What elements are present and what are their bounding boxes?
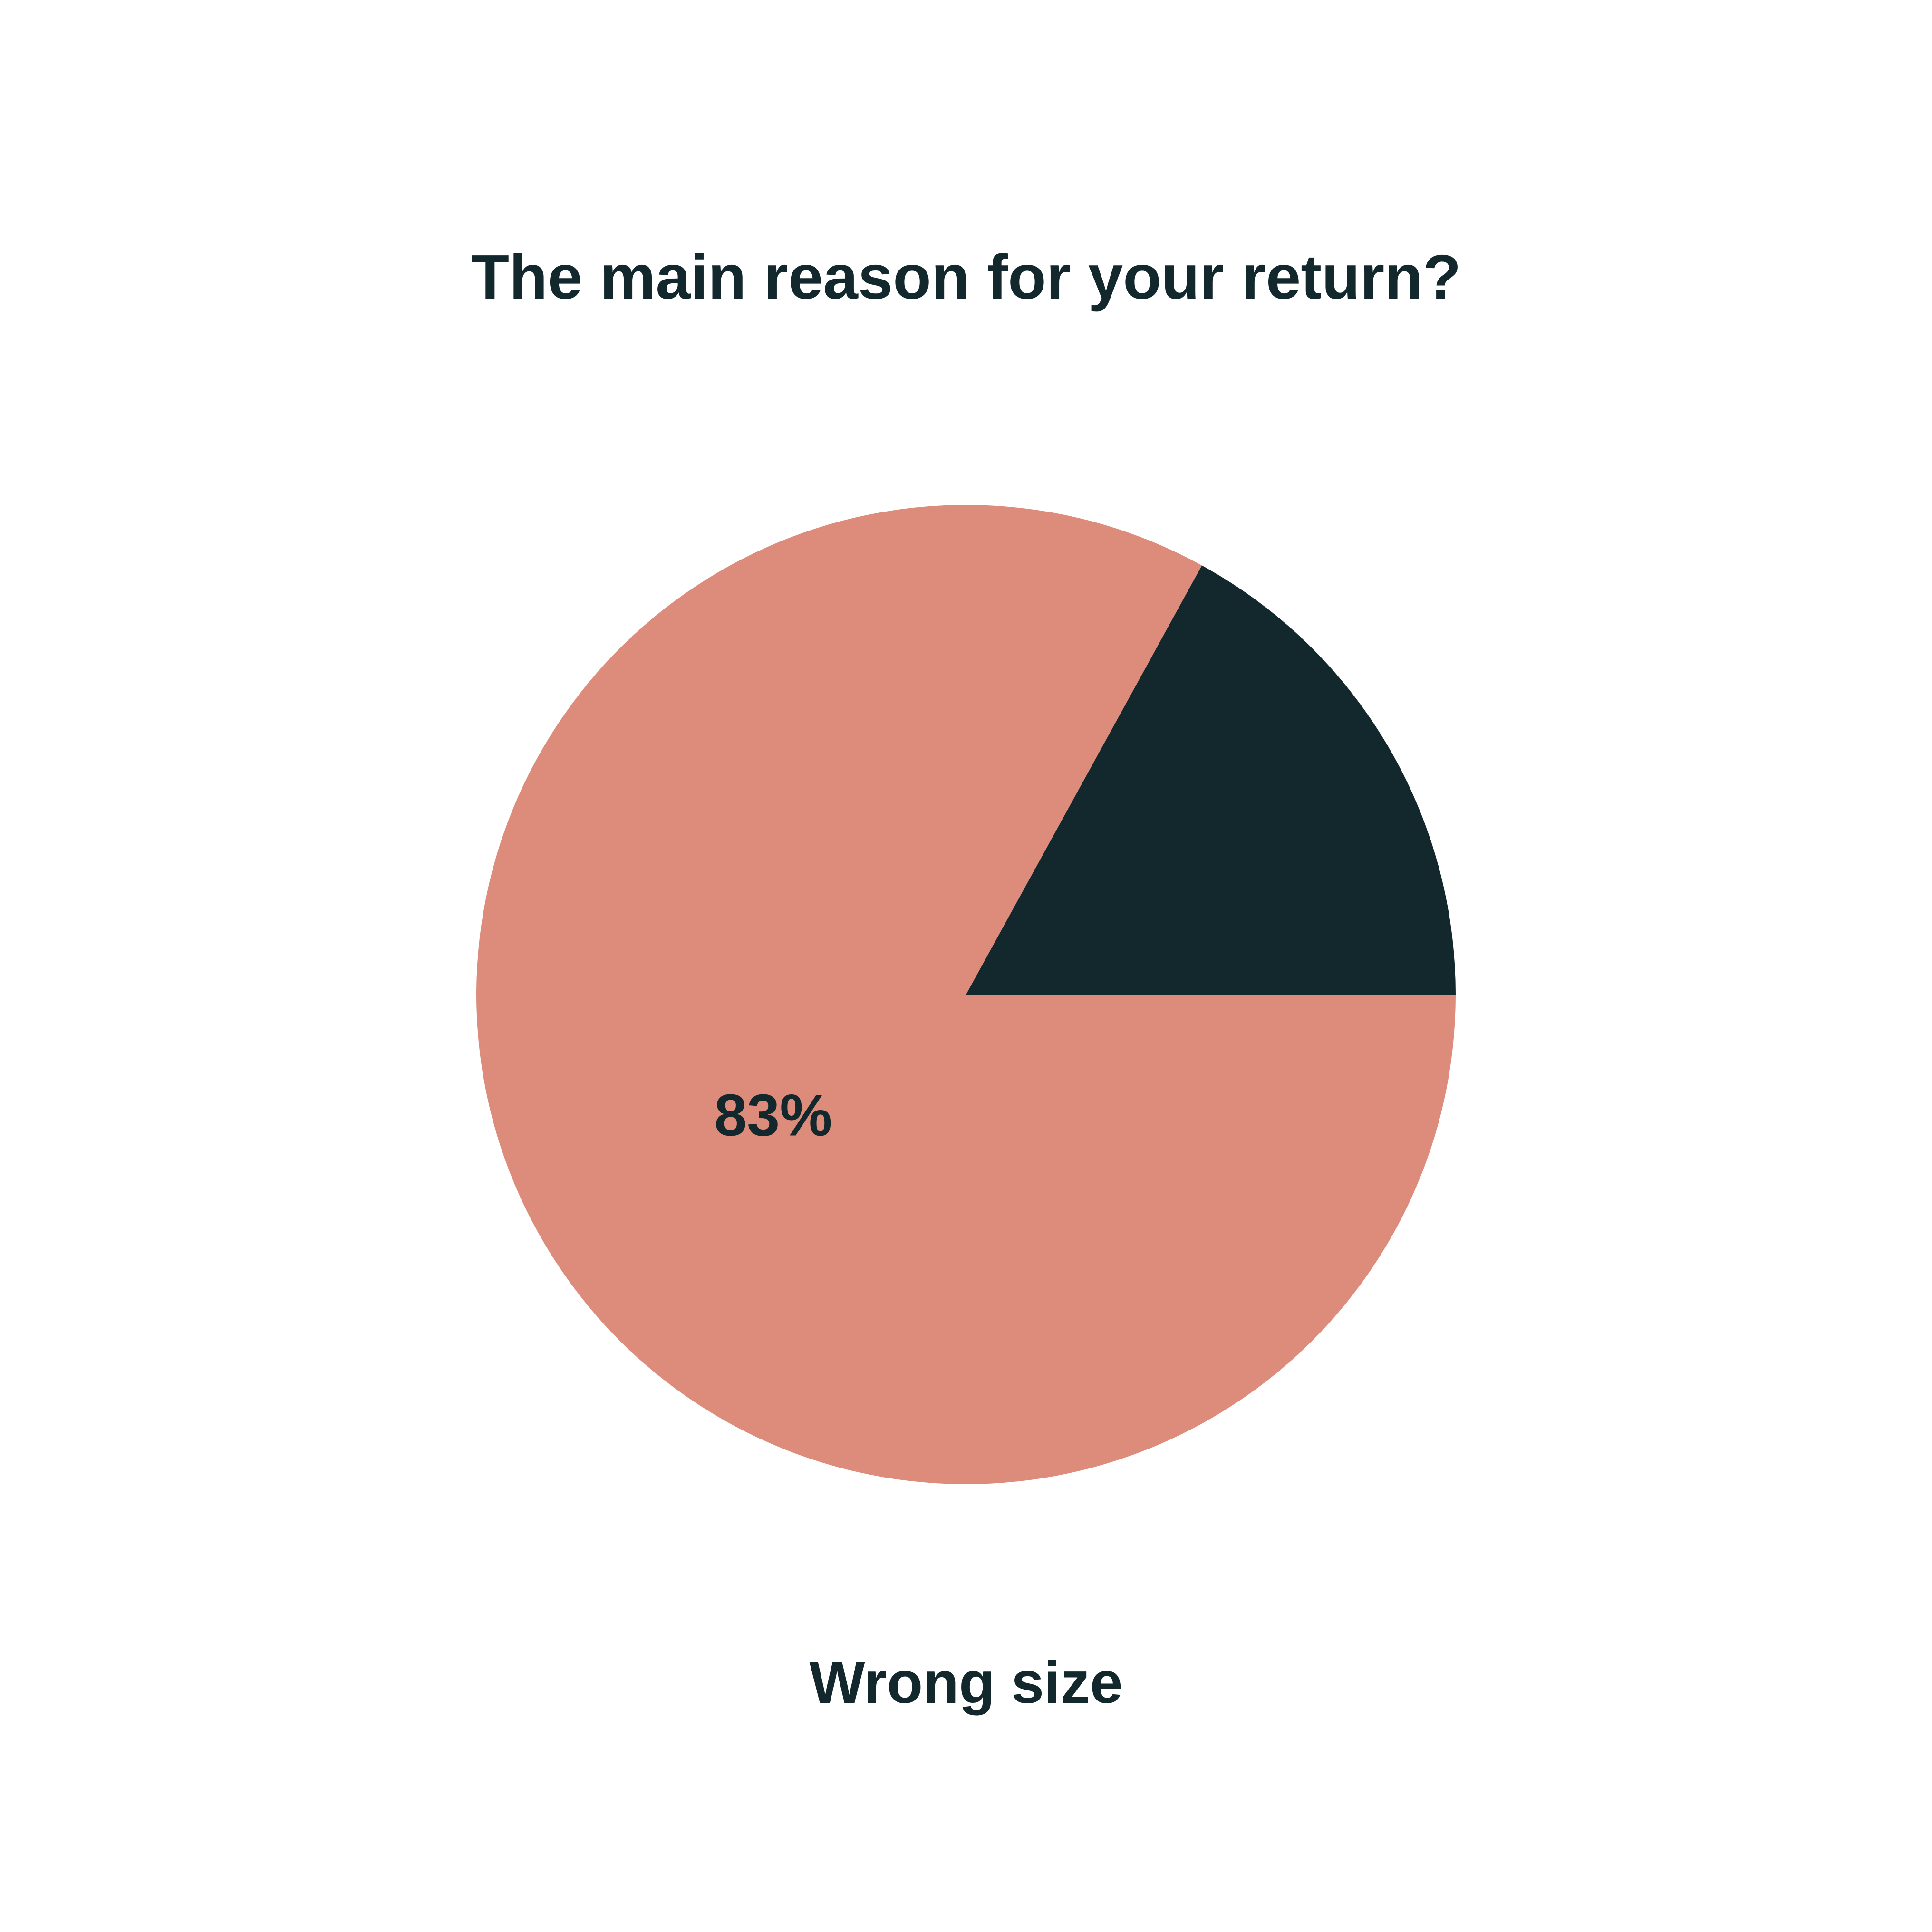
pie-slices [476,505,1456,1484]
slice-caption-wrong-size: Wrong size [809,1650,1122,1716]
pie-slice-other [966,565,1456,995]
chart-title: The main reason for your return? [471,242,1461,312]
slice-value-label-wrong-size: 83% [714,1083,832,1149]
